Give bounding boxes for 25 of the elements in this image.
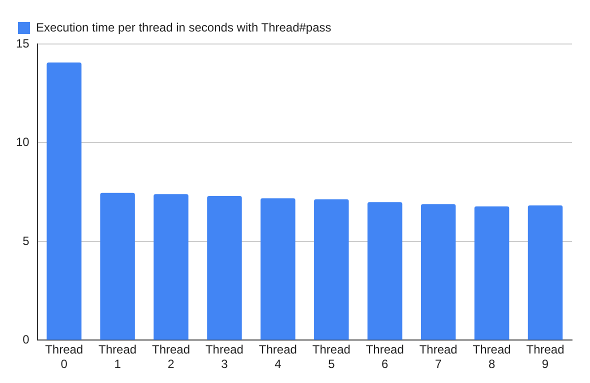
x-tick-label: Thread 6 — [366, 342, 404, 372]
x-tick-label: Thread 8 — [472, 342, 511, 372]
x-tick-label: Thread 5 — [312, 342, 350, 372]
x-tick-label: Thread 9 — [526, 342, 564, 372]
bar — [528, 205, 563, 340]
x-tick-label: Thread 1 — [98, 342, 137, 372]
bar — [100, 192, 135, 340]
x-tick-label: Thread 4 — [258, 342, 297, 372]
bar — [260, 198, 296, 340]
x-tick-label: Thread 2 — [152, 342, 190, 372]
bar — [367, 202, 402, 340]
bar — [314, 199, 349, 340]
bar — [420, 204, 456, 340]
bar — [154, 194, 188, 340]
x-tick-label: Thread 3 — [205, 342, 244, 372]
bar — [474, 206, 510, 340]
y-tick-label: 5 — [22, 234, 30, 248]
bar — [46, 62, 82, 340]
y-tick-label: 0 — [22, 332, 30, 347]
y-tick-label: 10 — [16, 135, 30, 150]
x-tick-label: Thread 0 — [45, 342, 84, 372]
legend-label: Execution time per thread in seconds with Thread#pass — [36, 20, 332, 34]
y-tick-label: 15 — [16, 36, 30, 50]
bar — [207, 196, 242, 340]
x-tick-label: Thread 7 — [419, 342, 458, 372]
